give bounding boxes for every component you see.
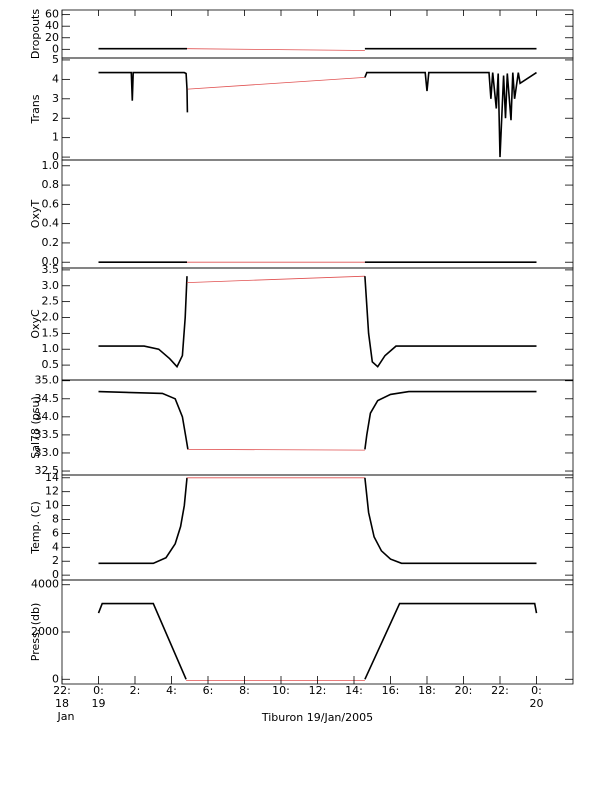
x-tick-label: 18 — [55, 697, 69, 710]
data-line — [364, 71, 537, 158]
y-tick-label: 0 — [52, 568, 59, 581]
y-tick-label: 33.0 — [35, 446, 60, 459]
y-tick-label: 1.5 — [42, 326, 60, 339]
y-tick-label: 8 — [52, 513, 59, 526]
x-tick-label: 0: — [531, 684, 542, 697]
y-tick-label: 1 — [52, 131, 59, 144]
data-line — [364, 602, 538, 680]
panel-frame — [61, 579, 574, 685]
x-tick-label: 2: — [130, 684, 141, 697]
y-tick-label: 0.2 — [42, 236, 60, 249]
y-tick-label: 0.8 — [42, 178, 60, 191]
panel-frame — [61, 379, 574, 476]
y-tick-label: 1.0 — [42, 342, 60, 355]
data-line — [98, 276, 188, 369]
y-tick-label: 0.4 — [42, 217, 60, 230]
data-line — [364, 477, 537, 565]
y-tick-label: 35.0 — [35, 374, 60, 387]
data-line — [97, 602, 187, 680]
y-tick-label: 2000 — [31, 625, 59, 638]
y-tick-label: 4 — [52, 540, 59, 553]
y-tick-label: 34.5 — [35, 392, 60, 405]
x-tick-label: 16: — [382, 684, 400, 697]
x-tick-label: 18: — [418, 684, 436, 697]
data-line — [98, 390, 189, 450]
x-axis-label: Tiburon 19/Jan/2005 — [261, 711, 373, 724]
x-tick-label: 22: — [491, 684, 509, 697]
panel-frame — [61, 9, 574, 59]
y-tick-label: 6 — [52, 526, 59, 539]
y-tick-label: 1.0 — [42, 159, 60, 172]
y-axis-label: Sal78 (psu) — [29, 396, 42, 459]
y-axis-label: Dropouts — [29, 9, 42, 59]
y-tick-label: 40 — [45, 19, 59, 32]
y-tick-label: 10 — [45, 499, 59, 512]
x-tick-label: 10: — [272, 684, 290, 697]
x-tick-label: Jan — [57, 710, 75, 723]
x-tick-label: 6: — [203, 684, 214, 697]
x-tick-label: 22: — [53, 684, 71, 697]
y-tick-label: 14 — [45, 471, 59, 484]
x-tick-label: 20: — [455, 684, 473, 697]
data-line — [364, 390, 537, 450]
data-line — [364, 276, 537, 368]
y-tick-label: 2.5 — [42, 295, 60, 308]
y-tick-label: 32.5 — [35, 464, 60, 477]
data-line — [98, 71, 189, 113]
y-tick-label: 3.5 — [42, 263, 60, 276]
y-tick-label: 0 — [52, 42, 59, 55]
data-line — [187, 448, 365, 451]
y-axis-label: OxyC — [29, 309, 42, 339]
x-tick-label: 8: — [239, 684, 250, 697]
y-tick-label: 33.5 — [35, 428, 60, 441]
x-tick-label: 14: — [345, 684, 363, 697]
x-tick-label: 4: — [166, 684, 177, 697]
x-tick-label: 0: — [93, 684, 104, 697]
y-tick-label: 5 — [52, 53, 59, 66]
y-tick-label: 2 — [52, 111, 59, 124]
y-tick-label: 4 — [52, 72, 59, 85]
panel-frame — [61, 474, 574, 581]
y-axis-label: Trans — [29, 94, 42, 124]
y-tick-label: 60 — [45, 8, 59, 21]
data-line — [186, 48, 365, 51]
y-tick-label: 0 — [52, 150, 59, 163]
y-axis-label: Temp. (C) — [29, 501, 42, 555]
data-line — [186, 275, 365, 283]
y-tick-label: 0.6 — [42, 197, 60, 210]
y-tick-label: 3.0 — [42, 279, 60, 292]
y-tick-label: 34.0 — [35, 410, 60, 423]
y-tick-label: 3 — [52, 92, 59, 105]
y-tick-label: 20 — [45, 31, 59, 44]
y-tick-label: 0.5 — [42, 358, 60, 371]
panel-frame — [61, 159, 574, 269]
x-tick-label: 19 — [92, 697, 106, 710]
data-line — [187, 77, 365, 90]
x-tick-label: 12: — [309, 684, 327, 697]
panel-frame — [61, 267, 574, 381]
y-tick-label: 4000 — [31, 578, 59, 591]
y-tick-label: 12 — [45, 485, 59, 498]
y-tick-label: 2 — [52, 554, 59, 567]
y-tick-label: 0 — [52, 672, 59, 685]
data-line — [98, 477, 188, 565]
x-tick-label: 20 — [530, 697, 544, 710]
y-axis-label: OxyT — [29, 200, 42, 229]
y-tick-label: 2.0 — [42, 310, 60, 323]
y-tick-label: 0.0 — [42, 255, 60, 268]
y-axis-label: Press. (db) — [29, 603, 42, 662]
